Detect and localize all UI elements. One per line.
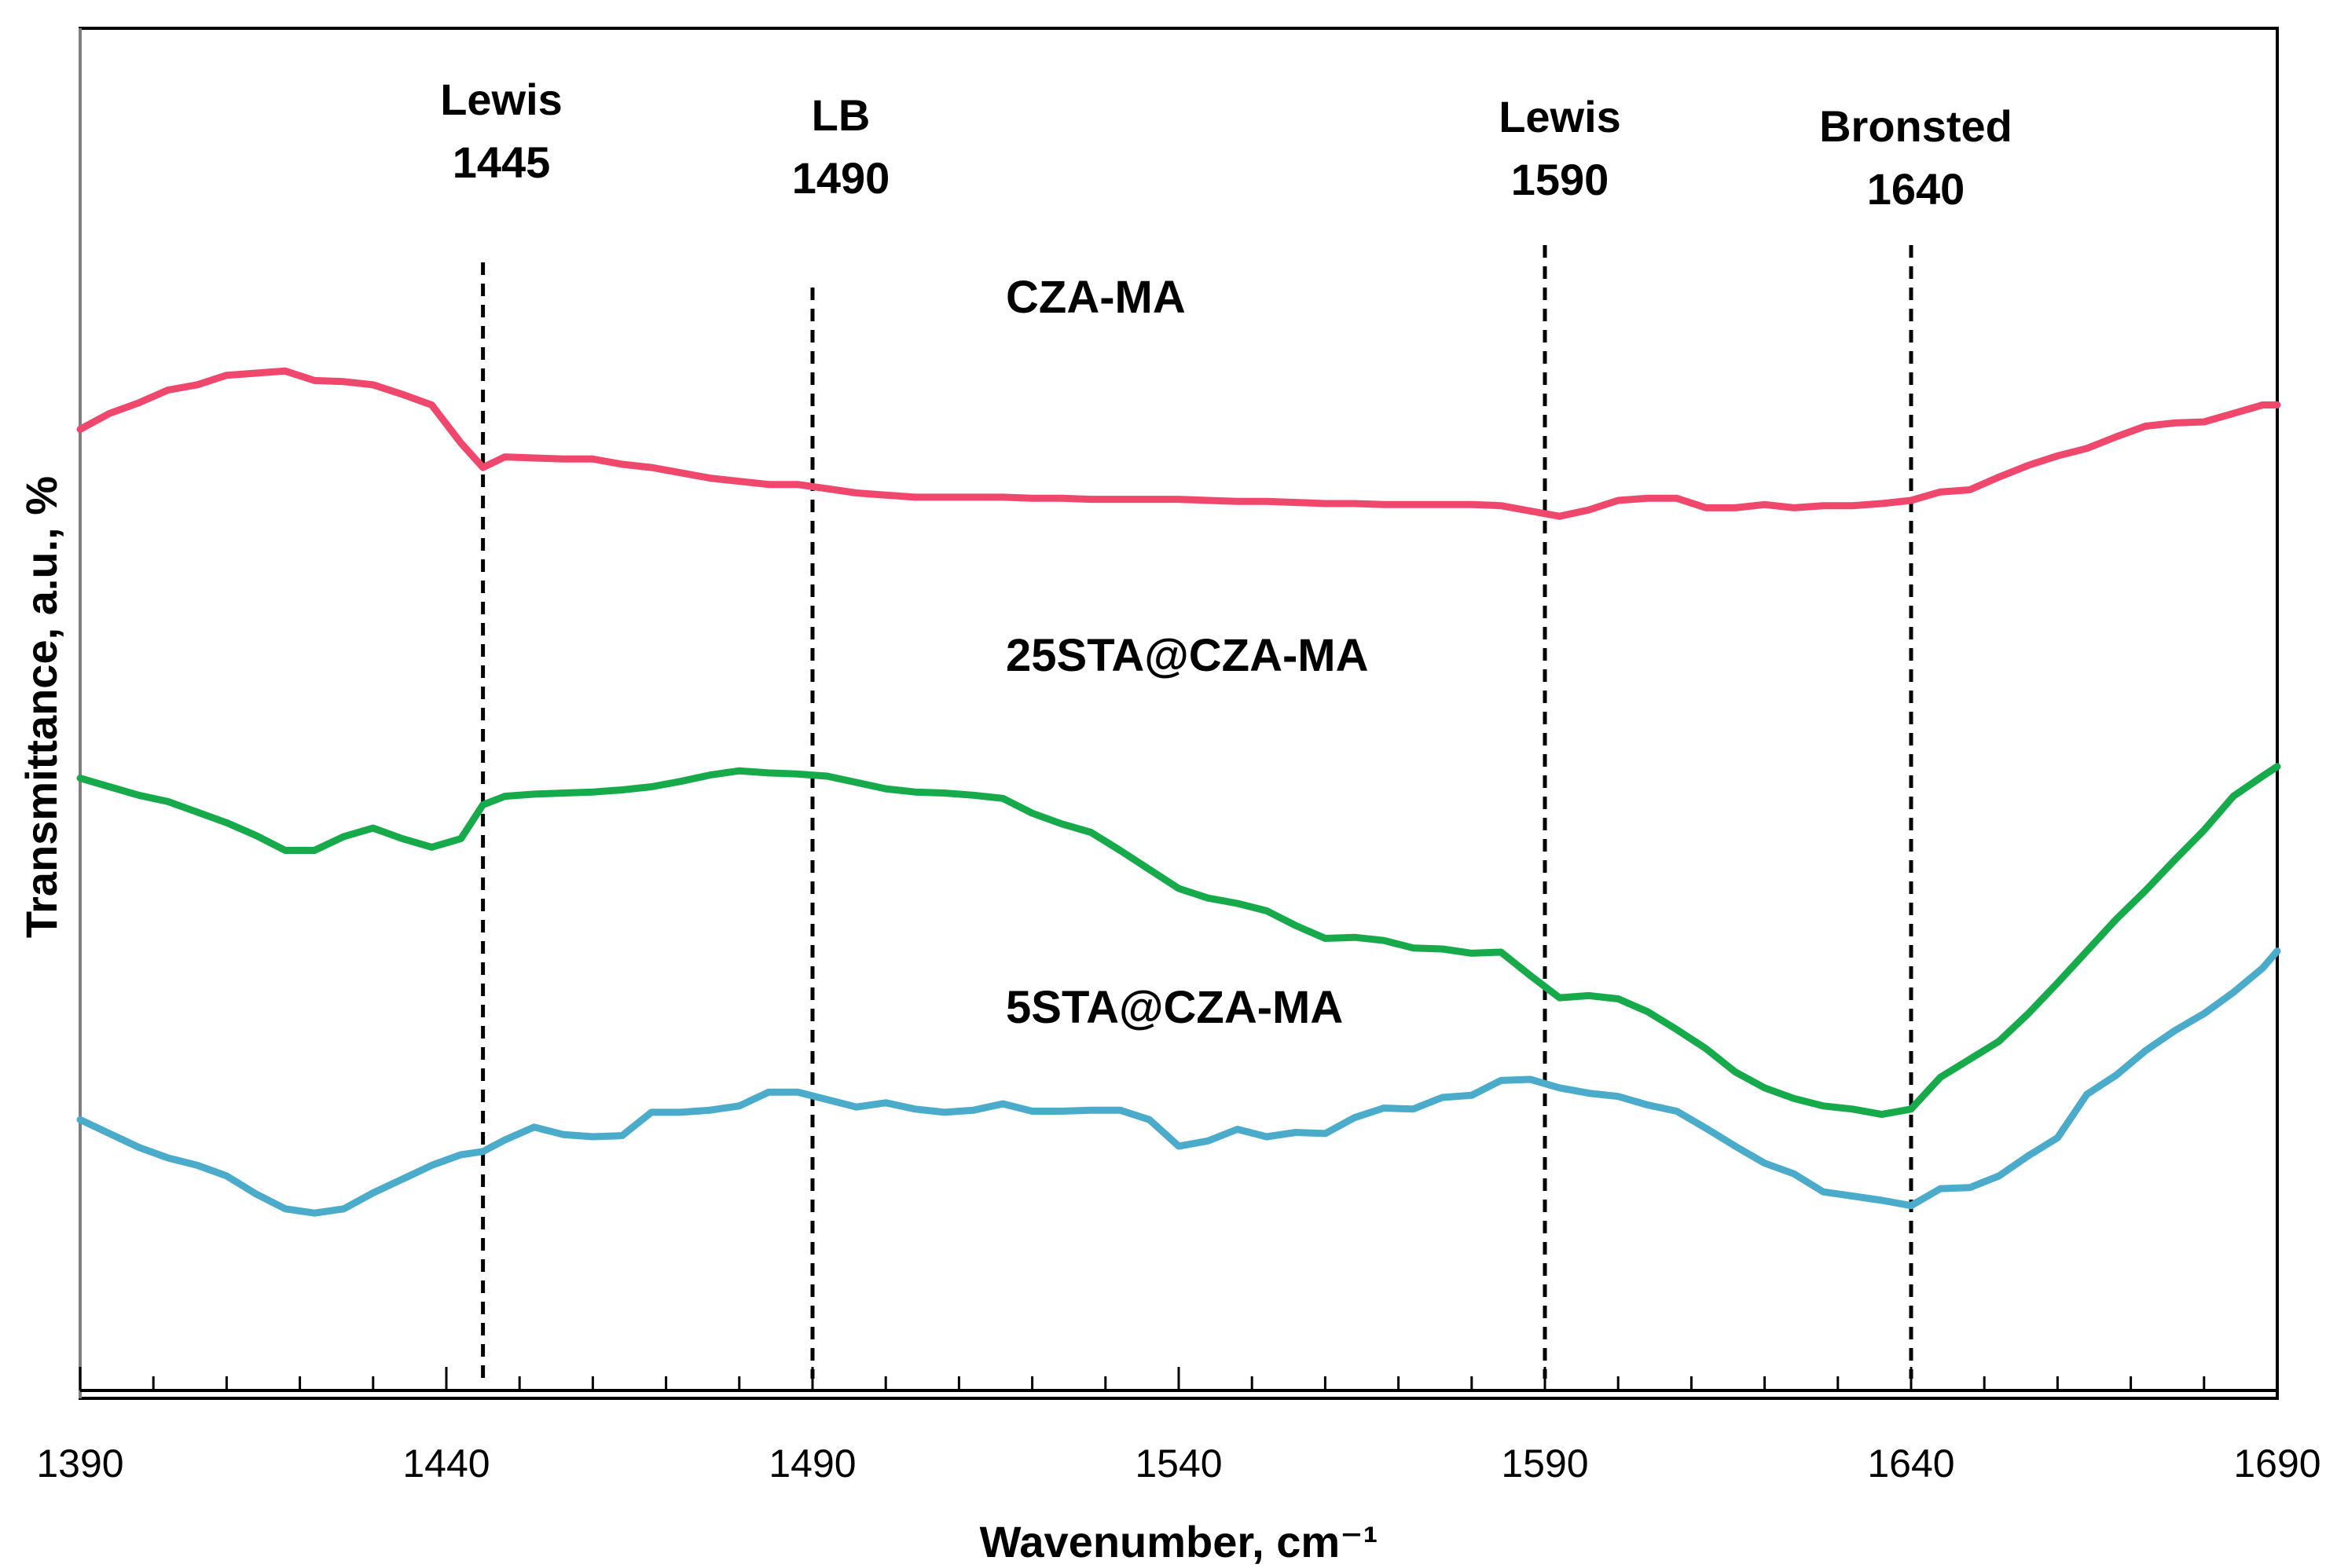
data-series [76,367,2281,1217]
x-axis-title: Wavenumber, cm⁻¹ [980,1517,1378,1566]
series-line-cza-ma [76,367,2281,520]
series-line-5sta-cza-ma [76,947,2281,1217]
ref-label-lb-1490-line1: LB [812,90,871,140]
x-tick-label: 1540 [1135,1442,1222,1486]
ref-label-lewis-1590-line1: Lewis [1499,92,1621,141]
x-tick-label: 1690 [2233,1442,2320,1486]
series-label-cza-ma: CZA-MA [1006,272,1186,323]
x-axis-tick-labels: 1390 1440 1490 1540 1590 1640 1690 [36,1442,2320,1486]
series-label-25sta-cza-ma: 25STA@CZA-MA [1006,630,1368,681]
ref-label-lewis-1445-line2: 1445 [453,137,551,187]
ref-label-lewis-1590-line2: 1590 [1511,155,1609,204]
ref-label-lb-1490-line2: 1490 [792,153,890,203]
y-axis-title: Transmittance, a.u., % [17,476,66,938]
x-tick-label: 1490 [769,1442,856,1486]
series-line-25sta-cza-ma [76,763,2281,1119]
ref-label-bronsted-1640-line1: Bronsted [1819,101,2012,151]
x-tick-label: 1440 [402,1442,490,1486]
reference-lines [481,245,1913,1379]
ref-label-lewis-1445-line1: Lewis [440,75,563,124]
ref-label-bronsted-1640-line2: 1640 [1867,164,1965,214]
series-label-5sta-cza-ma: 5STA@CZA-MA [1006,982,1343,1033]
x-tick-label: 1590 [1501,1442,1588,1486]
x-tick-label: 1390 [36,1442,123,1486]
x-tick-label: 1640 [1867,1442,1954,1486]
